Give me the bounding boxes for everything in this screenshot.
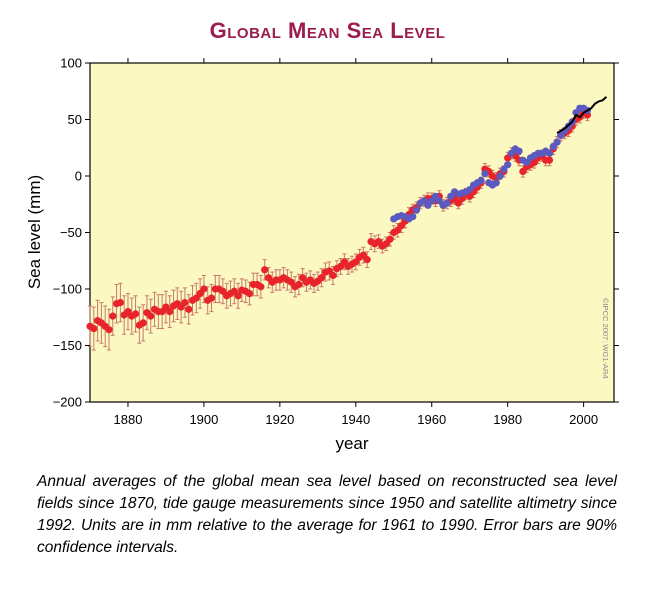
tide-gauge-point: [496, 172, 504, 180]
figure-caption: Annual averages of the global mean sea l…: [37, 473, 617, 556]
reconstructed-point: [166, 308, 174, 316]
tide-gauge-point: [553, 138, 561, 146]
reconstructed-point: [200, 285, 208, 293]
y-tick-label: −150: [53, 338, 82, 353]
reconstructed-point: [261, 266, 269, 274]
tide-gauge-point: [409, 213, 417, 221]
reconstructed-point: [545, 156, 554, 164]
tide-gauge-point: [412, 206, 421, 214]
reconstructed-point: [105, 326, 113, 334]
x-tick-label: 2000: [569, 412, 598, 427]
x-tick-label: 1900: [189, 412, 218, 427]
reconstructed-point: [295, 280, 303, 289]
y-tick-label: −50: [60, 225, 82, 240]
reconstructed-point: [234, 292, 242, 300]
y-axis-label: Sea level (mm): [25, 175, 44, 289]
reconstructed-point: [109, 312, 117, 320]
reconstructed-point: [329, 271, 337, 280]
plot-background: [89, 62, 615, 403]
y-tick-label: −200: [53, 395, 82, 410]
y-tick-label: −100: [53, 282, 82, 297]
tide-gauge-point: [504, 161, 512, 169]
reconstructed-point: [181, 298, 189, 307]
x-axis-label: year: [335, 434, 368, 453]
x-axis-ticks: 1880 1900 1920 1940 1960 1980 2000: [114, 58, 598, 427]
y-tick-label: 50: [68, 112, 82, 127]
tide-gauge-point: [477, 176, 485, 185]
reconstructed-point: [318, 274, 326, 282]
reconstructed-point: [207, 294, 216, 302]
reconstructed-point: [185, 305, 193, 313]
x-tick-label: 1960: [417, 412, 446, 427]
reconstructed-point: [386, 235, 394, 243]
reconstructed-point: [131, 310, 140, 318]
x-tick-label: 1940: [341, 412, 370, 427]
satellite-line: [556, 96, 608, 134]
reconstructed-point: [257, 283, 265, 291]
y-axis-ticks: −200 −150 −100 −50 0 50 100: [53, 56, 619, 410]
tide-gauge-point: [443, 199, 451, 207]
tide-gauge-point: [492, 179, 500, 187]
x-tick-label: 1880: [114, 412, 143, 427]
sea-level-chart: 1880 1900 1920 1940 1960 1980 2000 −200 −150 −10…: [25, 56, 619, 453]
tide-gauge-point: [545, 149, 554, 157]
reconstructed-point: [139, 319, 147, 327]
y-tick-label: 100: [60, 56, 82, 71]
tide-gauge-points-group: [390, 104, 592, 223]
reconstructed-point: [90, 324, 98, 333]
reconstructed-point: [363, 256, 371, 264]
satellite-line-group: [556, 96, 608, 134]
reconstructed-point: [245, 289, 254, 298]
chart-title: Global Mean Sea Level: [209, 18, 446, 43]
tide-gauge-point: [481, 170, 489, 178]
x-tick-label: 1980: [493, 412, 522, 427]
reconstructed-point: [116, 298, 124, 307]
tide-gauge-point: [515, 147, 523, 155]
reconstructed-point: [147, 312, 155, 320]
copyright-watermark: ©IPCC 2007: WG1-AR4: [601, 298, 610, 379]
x-tick-label: 1920: [265, 412, 294, 427]
y-tick-label: 0: [75, 169, 82, 184]
